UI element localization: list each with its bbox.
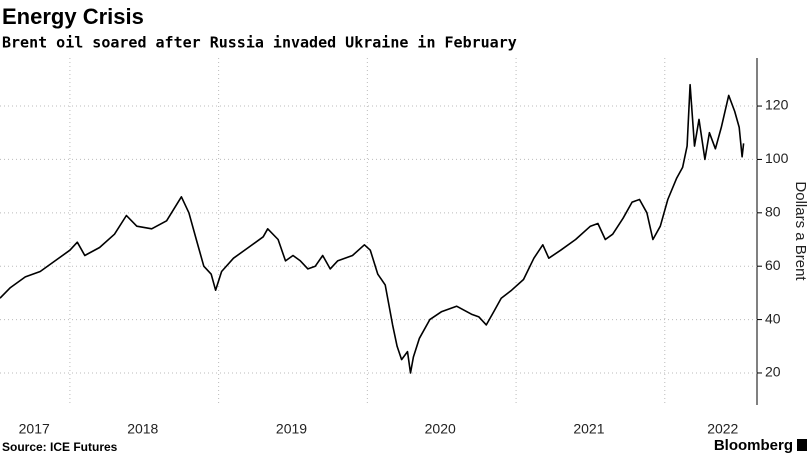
brand-icon: [797, 439, 807, 451]
y-tick-label: 100: [765, 150, 789, 166]
y-tick-label: 20: [765, 364, 781, 380]
y-tick-label: 40: [765, 310, 781, 326]
y-axis-label: Dollars a Brent: [792, 181, 809, 281]
x-tick-label: 2018: [127, 421, 158, 437]
x-tick-label: 2022: [707, 421, 738, 437]
chart-subtitle: Brent oil soared after Russia invaded Uk…: [2, 34, 517, 52]
brand: Bloomberg: [714, 437, 793, 454]
y-tick-label: 80: [765, 204, 781, 220]
x-tick-label: 2021: [573, 421, 604, 437]
line: [0, 83, 745, 374]
y-tick-label: 60: [765, 257, 781, 273]
source: Source: ICE Futures: [2, 440, 118, 454]
x-tick-label: 2019: [276, 421, 307, 437]
chart-title: Energy Crisis: [2, 4, 144, 29]
x-tick-label: 2017: [19, 421, 50, 437]
x-tick-label: 2020: [425, 421, 456, 437]
y-tick-label: 120: [765, 97, 789, 113]
